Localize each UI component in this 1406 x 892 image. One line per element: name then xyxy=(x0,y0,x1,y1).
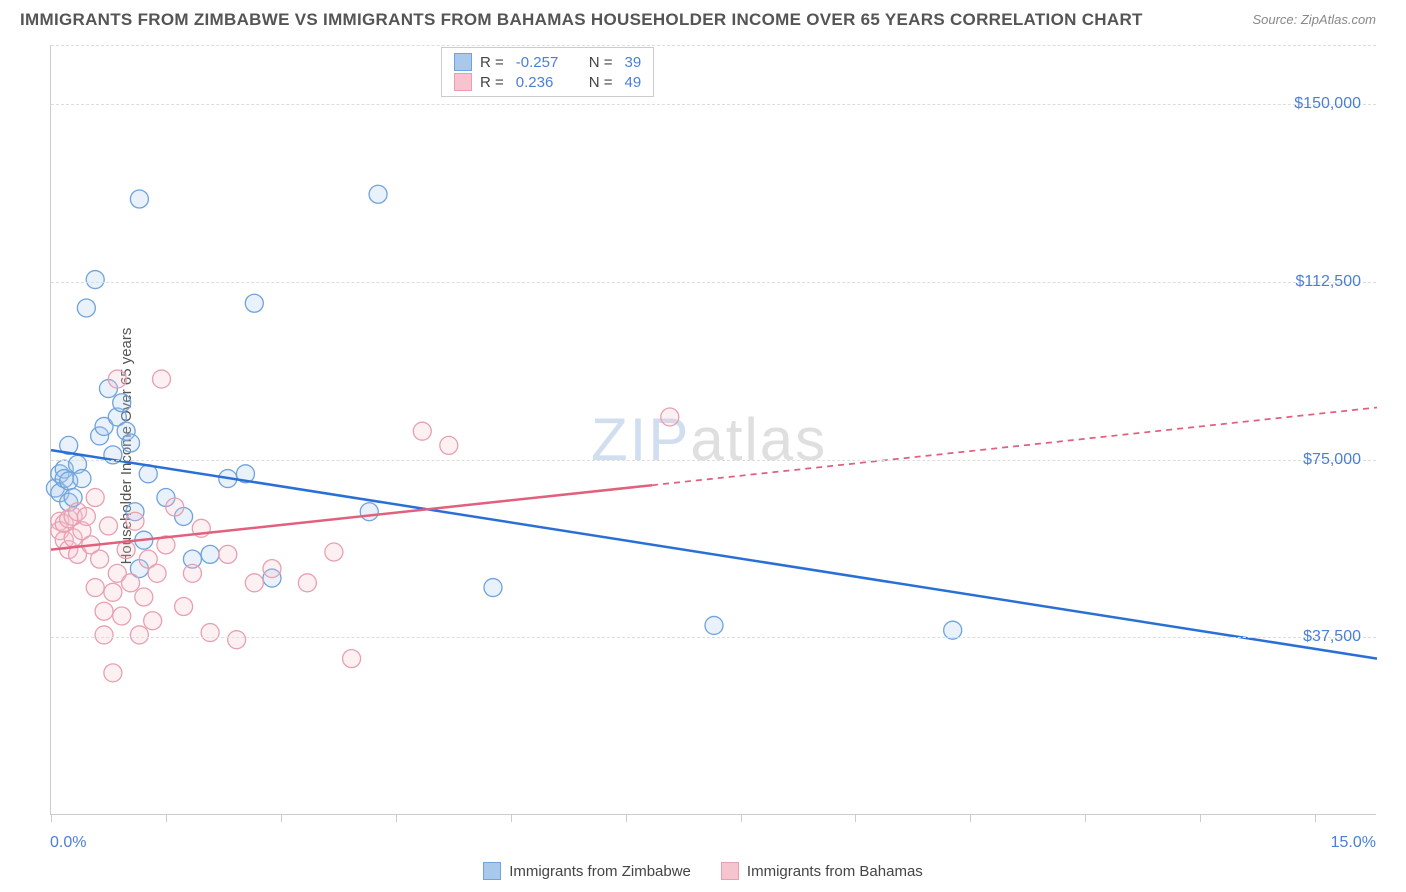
legend-swatch xyxy=(483,862,501,880)
legend-row: R = -0.257 N = 39 xyxy=(454,52,641,72)
y-tick-label: $37,500 xyxy=(1303,628,1361,646)
x-tick xyxy=(281,814,282,822)
legend-r-label: R = xyxy=(480,54,504,71)
legend-row: R = 0.236 N = 49 xyxy=(454,72,641,92)
y-tick-label: $112,500 xyxy=(1295,273,1361,291)
legend-n-label: N = xyxy=(589,54,613,71)
x-tick xyxy=(511,814,512,822)
gridline xyxy=(51,460,1376,461)
gridline xyxy=(51,637,1376,638)
y-tick-label: $150,000 xyxy=(1294,95,1361,113)
y-tick-label: $75,000 xyxy=(1303,451,1361,469)
legend-n-value: 49 xyxy=(625,74,642,91)
legend-n-value: 39 xyxy=(625,54,642,71)
gridline xyxy=(51,282,1376,283)
series-legend-label: Immigrants from Zimbabwe xyxy=(509,863,691,880)
legend-swatch xyxy=(454,73,472,91)
x-tick xyxy=(1085,814,1086,822)
x-tick xyxy=(1315,814,1316,822)
series-legend-label: Immigrants from Bahamas xyxy=(747,863,923,880)
x-axis-max-label: 15.0% xyxy=(1331,834,1376,852)
gridline xyxy=(51,104,1376,105)
x-tick xyxy=(1200,814,1201,822)
chart-title: IMMIGRANTS FROM ZIMBABWE VS IMMIGRANTS F… xyxy=(20,10,1143,30)
x-tick xyxy=(166,814,167,822)
plot-area: ZIPatlas R =-0.257N =39R =0.236N =49 $37… xyxy=(50,45,1376,815)
series-legend-item: Immigrants from Bahamas xyxy=(721,862,923,880)
x-tick xyxy=(396,814,397,822)
legend-r-value: 0.236 xyxy=(516,74,571,91)
legend-swatch xyxy=(721,862,739,880)
series-legend: Immigrants from Zimbabwe Immigrants from … xyxy=(0,862,1406,880)
legend-n-label: N = xyxy=(589,74,613,91)
x-tick xyxy=(51,814,52,822)
source-attribution: Source: ZipAtlas.com xyxy=(1252,12,1376,27)
x-tick xyxy=(855,814,856,822)
x-tick xyxy=(741,814,742,822)
scatter-svg xyxy=(51,45,1376,814)
legend-r-value: -0.257 xyxy=(516,54,571,71)
correlation-legend: R = -0.257 N = 39 R = 0.236 N = 49 xyxy=(441,47,654,97)
x-axis-min-label: 0.0% xyxy=(50,834,86,852)
series-legend-item: Immigrants from Zimbabwe xyxy=(483,862,691,880)
legend-r-label: R = xyxy=(480,74,504,91)
legend-swatch xyxy=(454,53,472,71)
gridline xyxy=(51,45,1376,46)
x-tick xyxy=(626,814,627,822)
x-tick xyxy=(970,814,971,822)
